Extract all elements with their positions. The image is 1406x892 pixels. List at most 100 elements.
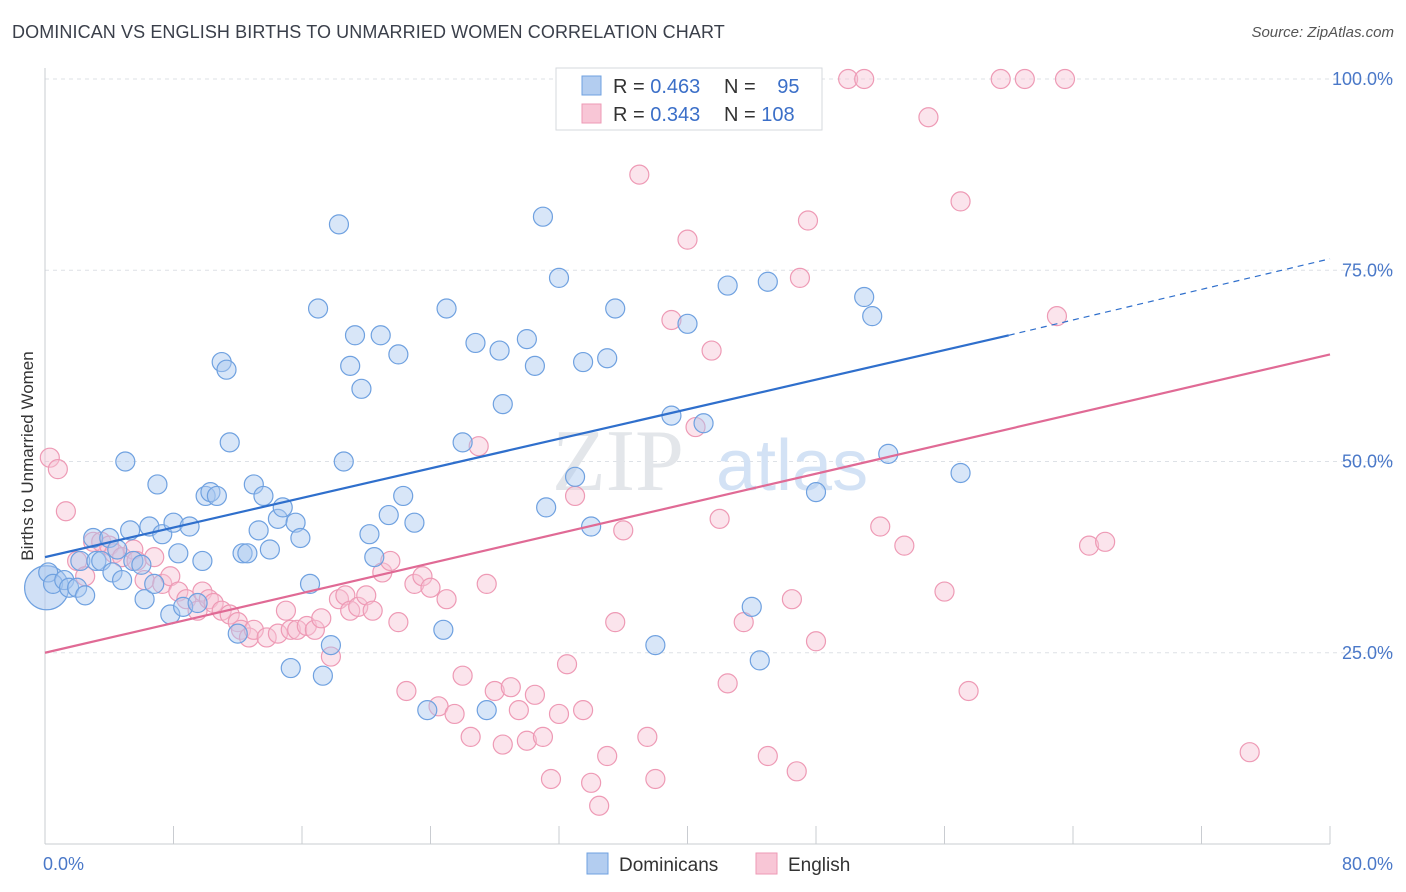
dominican-point-83 — [661, 405, 682, 426]
legend-n-value-2: 108 — [761, 104, 794, 126]
dominican-point-70 — [489, 340, 510, 361]
chart-title: DOMINICAN VS ENGLISH BIRTHS TO UNMARRIED… — [12, 22, 725, 42]
english-point-16 — [168, 581, 189, 602]
dominican-point-20 — [144, 573, 165, 595]
english-point-29 — [267, 623, 289, 644]
english-point-91 — [838, 68, 859, 90]
dominican-point-64 — [417, 700, 438, 721]
dominican-point-90 — [805, 482, 827, 503]
dominican-point-28 — [187, 592, 208, 614]
english-point-102 — [1054, 68, 1076, 90]
dominican-point-54 — [340, 355, 361, 376]
english-point-89 — [797, 210, 819, 231]
legend-swatch-english — [581, 103, 602, 124]
dominican-point-78 — [572, 351, 594, 373]
english-point-41 — [356, 585, 377, 606]
bottom-legend: Dominicans English — [586, 852, 850, 876]
dominican-point-75 — [536, 497, 557, 518]
y-tick-label-3: 100.0% — [1332, 69, 1393, 89]
english-point-98 — [958, 680, 979, 702]
english-points — [39, 68, 1260, 816]
legend-n-label-1: N = — [724, 76, 761, 98]
dominican-point-53 — [333, 451, 354, 472]
dominican-point-40 — [248, 520, 269, 541]
english-point-104 — [1095, 531, 1116, 552]
dominican-point-55 — [344, 325, 366, 346]
english-point-94 — [894, 535, 915, 556]
dominican-point-57 — [359, 524, 380, 545]
english-point-84 — [757, 745, 778, 767]
watermark: ZIP atlas — [552, 413, 868, 510]
english-point-67 — [564, 485, 586, 507]
english-point-36 — [320, 646, 342, 667]
english-point-78 — [677, 229, 698, 250]
dominican-point-29 — [192, 550, 213, 572]
dominican-point-42 — [259, 539, 280, 560]
english-point-60 — [508, 700, 529, 721]
english-point-2 — [55, 501, 76, 522]
y-tick-label-1: 50.0% — [1342, 452, 1393, 472]
svg-text:N = 95: N = 95 — [724, 76, 800, 98]
dominican-point-85 — [693, 413, 714, 434]
bottom-legend-swatch-dominicans — [586, 852, 609, 875]
english-point-70 — [589, 795, 610, 816]
english-point-62 — [524, 684, 546, 705]
dominican-point-62 — [393, 485, 414, 507]
dominican-point-80 — [597, 348, 618, 369]
stats-legend: R = 0.463 N = 95 R = 0.343 N = 108 — [555, 67, 823, 131]
dominican-point-66 — [436, 298, 457, 319]
dominican-point-51 — [320, 634, 342, 656]
dominican-point-46 — [285, 512, 306, 533]
dominican-point-15 — [120, 520, 141, 541]
x-tick-label-0: 0.0% — [43, 854, 84, 874]
legend-n-value-1: 95 — [777, 76, 799, 98]
y-axis-title: Births to Unmarried Women — [18, 351, 37, 560]
english-point-71 — [597, 745, 618, 767]
english-point-87 — [786, 761, 807, 782]
english-point-93 — [870, 516, 891, 537]
dominican-point-18 — [134, 589, 155, 610]
english-point-45 — [388, 612, 409, 633]
trend-lines — [44, 258, 1331, 654]
bottom-legend-label-dominicans: Dominicans — [619, 855, 718, 876]
english-point-69 — [581, 772, 602, 793]
english-point-77 — [661, 309, 682, 331]
dominican-point-8 — [86, 550, 107, 572]
legend-n-label-2: N = — [724, 104, 761, 126]
dominican-point-71 — [492, 394, 513, 415]
english-point-105 — [1239, 742, 1260, 763]
english-point-65 — [548, 703, 570, 725]
dominican-point-60 — [378, 504, 399, 526]
dominican-point-17 — [131, 554, 152, 575]
english-point-74 — [629, 164, 650, 185]
dominican-point-87 — [741, 596, 762, 617]
dominican-point-31 — [200, 482, 221, 503]
english-point-64 — [540, 768, 562, 790]
english-point-72 — [605, 612, 626, 633]
english-point-42 — [362, 600, 383, 621]
bottom-legend-label-english: English — [788, 855, 850, 876]
dominican-point-76 — [548, 267, 570, 288]
english-point-38 — [335, 585, 356, 606]
english-point-101 — [1046, 306, 1068, 327]
english-point-54 — [460, 726, 481, 748]
svg-text:R = 0.463: R = 0.463 — [613, 76, 700, 98]
dominican-trend-line — [44, 334, 1009, 559]
dominican-point-91 — [854, 286, 875, 308]
english-trend-line — [44, 353, 1331, 654]
dominican-point-34 — [216, 359, 237, 380]
dominican-point-37 — [232, 543, 253, 564]
english-point-97 — [950, 191, 971, 212]
dominican-point-89 — [757, 271, 778, 292]
english-point-100 — [1014, 68, 1035, 90]
dominican-point-14 — [115, 451, 136, 472]
english-point-53 — [452, 665, 473, 686]
english-point-76 — [645, 768, 666, 790]
dominican-point-73 — [524, 355, 546, 376]
x-tick-label-1: 80.0% — [1342, 854, 1393, 874]
english-point-99 — [990, 68, 1011, 90]
english-point-80 — [701, 340, 722, 361]
source-label: Source: ZipAtlas.com — [1251, 24, 1394, 41]
english-point-59 — [500, 677, 521, 698]
dominican-point-81 — [605, 298, 626, 319]
